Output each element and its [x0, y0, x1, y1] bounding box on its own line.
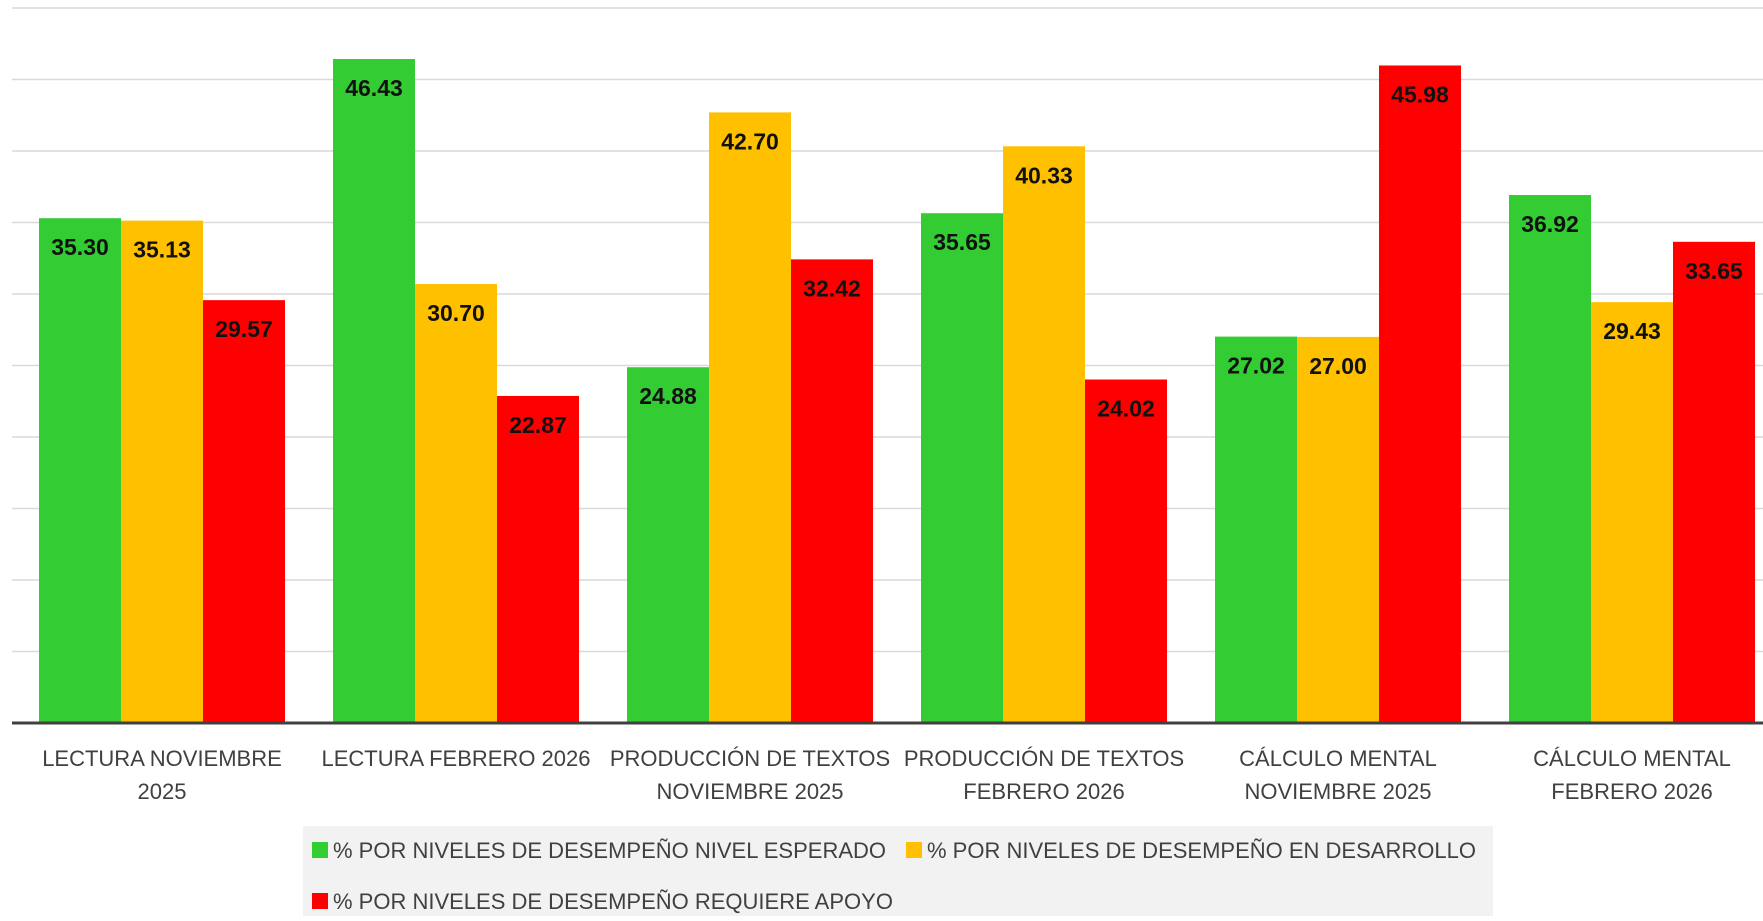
bar: [203, 300, 285, 723]
bar: [1215, 336, 1297, 723]
data-label: 46.43: [345, 75, 403, 101]
bar: [1509, 195, 1591, 723]
bar: [39, 218, 121, 723]
data-label: 35.30: [51, 234, 109, 260]
data-label: 42.70: [721, 128, 779, 154]
x-tick-label: PRODUCCIÓN DE TEXTOS NOVIEMBRE 2025: [610, 746, 890, 804]
x-tick-label: CÁLCULO MENTAL FEBRERO 2026: [1533, 746, 1731, 804]
x-tick-label: PRODUCCIÓN DE TEXTOS FEBRERO 2026: [904, 746, 1184, 804]
data-label: 30.70: [427, 300, 485, 326]
data-label: 24.02: [1097, 396, 1155, 422]
data-label: 45.98: [1391, 81, 1449, 107]
bar: [333, 59, 415, 723]
gridlines: [12, 7, 1763, 653]
bar: [1003, 146, 1085, 723]
data-label: 35.13: [133, 237, 191, 263]
bar: [627, 367, 709, 723]
bar: [1379, 65, 1461, 723]
data-label: 27.02: [1227, 353, 1285, 379]
data-label: 36.92: [1521, 211, 1579, 237]
data-label: 32.42: [803, 275, 861, 301]
data-label: 22.87: [509, 412, 567, 438]
data-label: 24.88: [639, 383, 697, 409]
x-tick-label: LECTURA FEBRERO 2026: [322, 746, 591, 771]
bar: [415, 283, 497, 723]
bar: [709, 112, 791, 723]
legend-label: % POR NIVELES DE DESEMPEÑO NIVEL ESPERAD…: [333, 838, 886, 863]
legend-swatch: [312, 842, 328, 858]
data-label: 33.65: [1685, 258, 1743, 284]
legend-label: % POR NIVELES DE DESEMPEÑO REQUIERE APOY…: [333, 889, 893, 914]
bar: [1673, 241, 1755, 723]
bar: [1591, 302, 1673, 723]
data-label: 40.33: [1015, 162, 1073, 188]
legend: % POR NIVELES DE DESEMPEÑO NIVEL ESPERAD…: [303, 826, 1493, 916]
data-label: 29.43: [1603, 318, 1661, 344]
bar: [791, 259, 873, 723]
legend-swatch: [906, 842, 922, 858]
bar: [121, 220, 203, 724]
data-label: 29.57: [215, 316, 273, 342]
x-axis: LECTURA NOVIEMBRE 2025 LECTURA FEBRERO 202…: [12, 721, 1763, 804]
x-tick-label: CÁLCULO MENTAL NOVIEMBRE 2025: [1239, 746, 1437, 804]
data-label: 27.00: [1309, 353, 1367, 379]
bar: [921, 213, 1003, 723]
legend-swatch: [312, 893, 328, 909]
bar: [1297, 336, 1379, 723]
bars: [39, 59, 1755, 724]
legend-label: % POR NIVELES DE DESEMPEÑO EN DESARROLLO: [927, 838, 1476, 863]
data-labels: 35.30 46.43 24.88 35.65 27.02 36.92 35.13 30.70…: [51, 75, 1743, 438]
bar: [497, 395, 579, 723]
x-tick-label: LECTURA NOVIEMBRE 2025: [42, 746, 282, 804]
bar: [1085, 379, 1167, 723]
data-label: 35.65: [933, 229, 991, 255]
legend-background: [303, 826, 1493, 916]
